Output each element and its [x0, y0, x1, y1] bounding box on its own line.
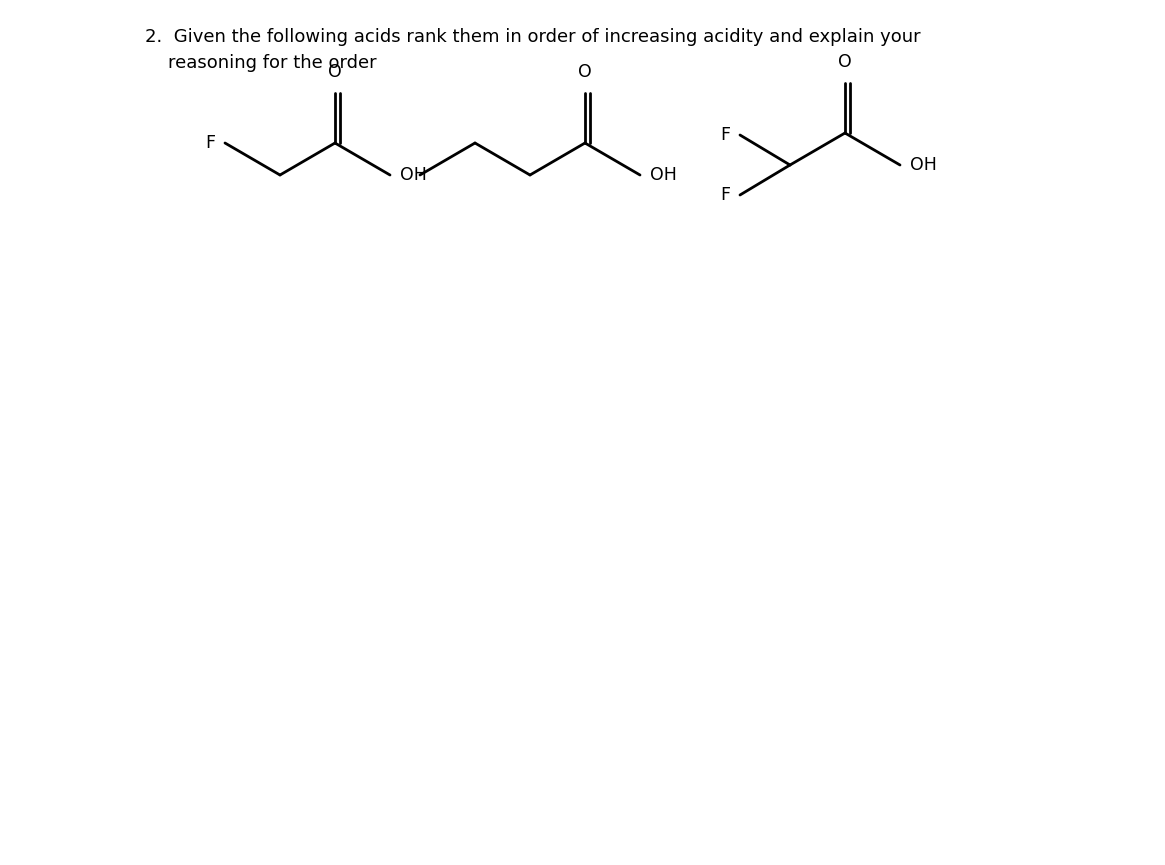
Text: F: F [720, 126, 730, 144]
Text: F: F [205, 134, 216, 152]
Text: O: O [329, 63, 341, 81]
Text: 2.  Given the following acids rank them in order of increasing acidity and expla: 2. Given the following acids rank them i… [144, 28, 920, 46]
Text: O: O [578, 63, 592, 81]
Text: OH: OH [400, 166, 426, 184]
Text: O: O [838, 53, 852, 71]
Text: OH: OH [650, 166, 677, 184]
Text: F: F [720, 186, 730, 204]
Text: reasoning for the order: reasoning for the order [144, 54, 376, 72]
Text: OH: OH [910, 156, 937, 174]
